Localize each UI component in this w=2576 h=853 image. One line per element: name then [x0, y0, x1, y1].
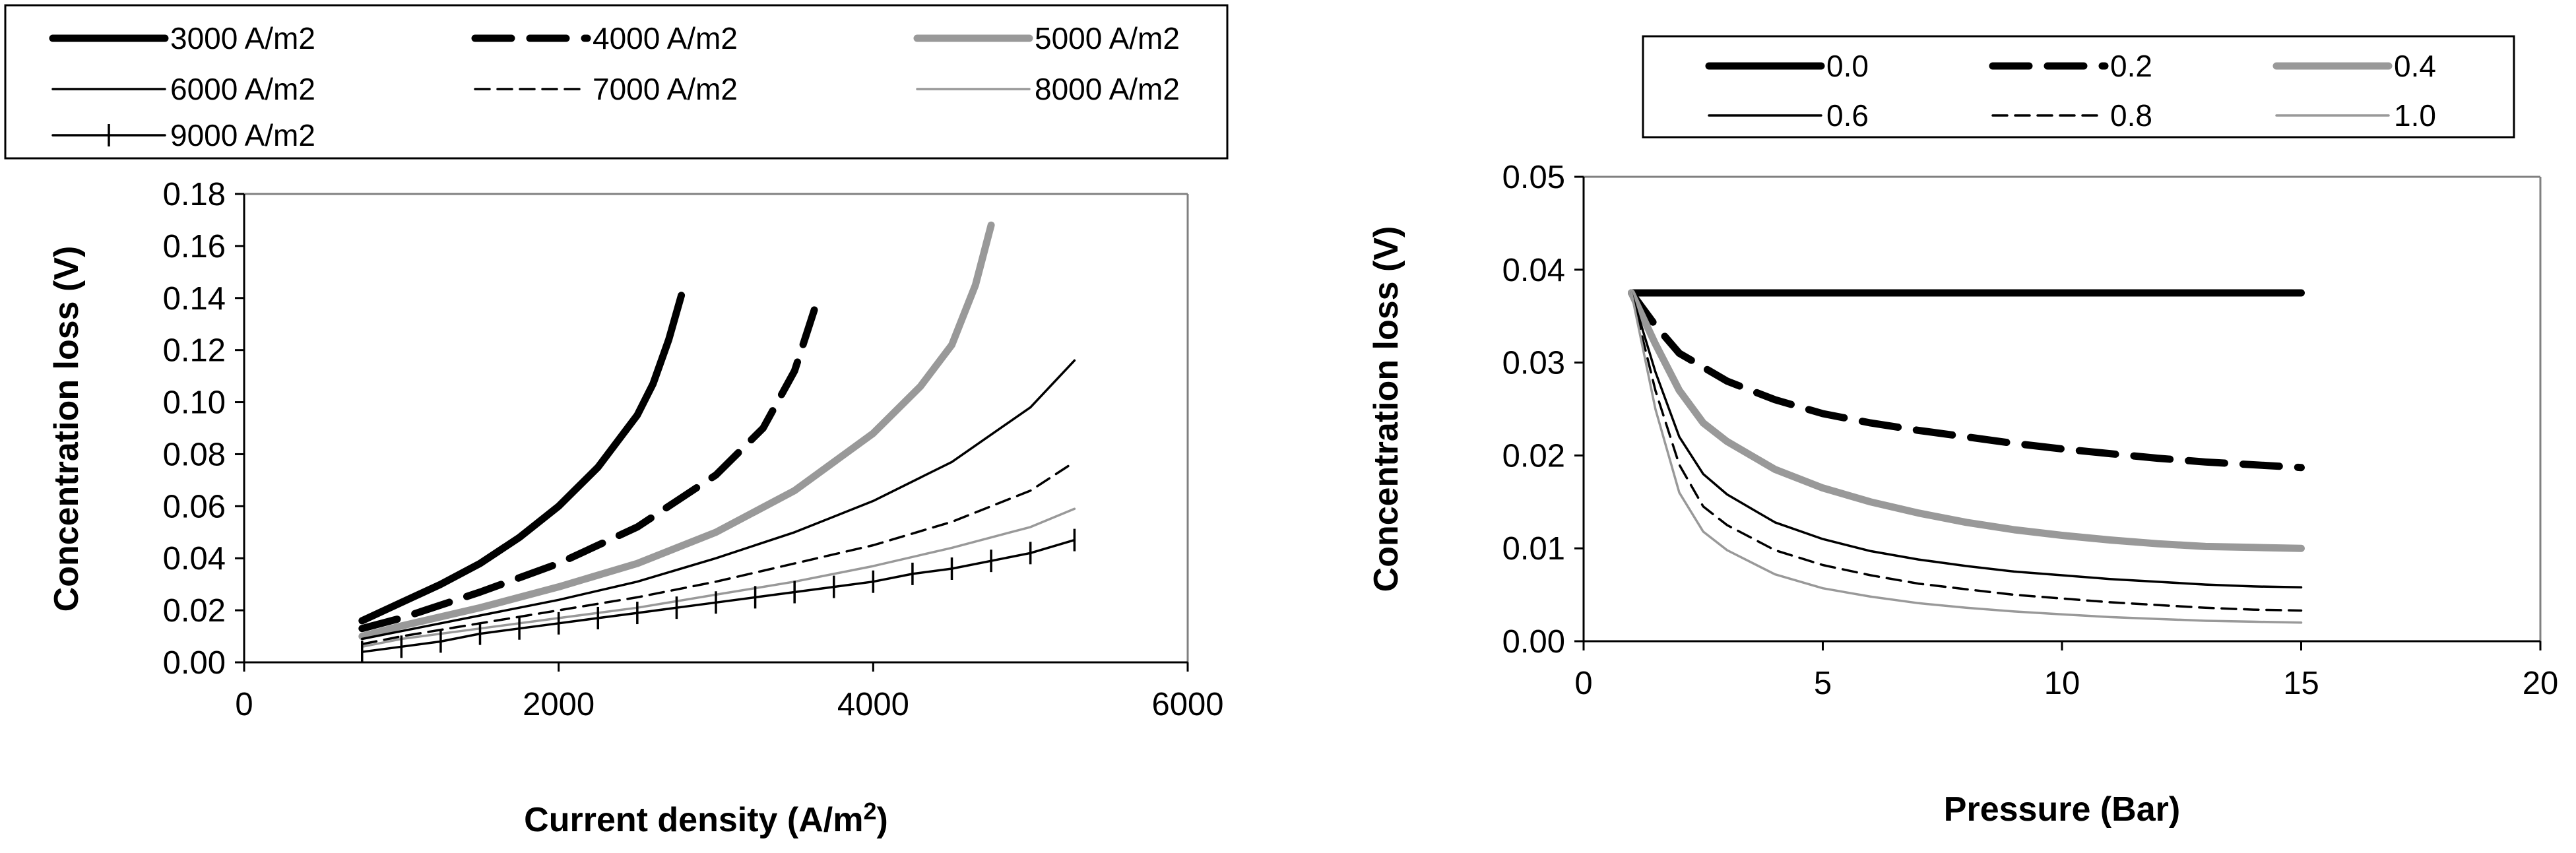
legend-left: 3000 A/m2 4000 A/m2 5000 A/m2 6000 A/m2 7000… [49, 21, 1180, 152]
y-tick-label: 0.04 [163, 541, 226, 577]
x-axis-title-right: Pressure (Bar) [1944, 790, 2180, 829]
legend-label: 7000 A/m2 [593, 72, 738, 106]
y-axis-title-right: Concentration loss (V) [1367, 226, 1405, 592]
legend-label: 5000 A/m2 [1035, 21, 1180, 55]
legend-label: 8000 A/m2 [1035, 72, 1180, 106]
x-tick-label: 0 [1574, 666, 1592, 701]
x-tick-label: 10 [2044, 666, 2080, 701]
legend-label: 9000 A/m2 [170, 118, 315, 152]
legend-label: 6000 A/m2 [170, 72, 315, 106]
x-tick-label: 5 [1814, 666, 1832, 701]
y-tick-label: 0.05 [1502, 160, 1565, 195]
x-tick-label: 20 [2523, 666, 2559, 701]
legend-label: 1.0 [2394, 98, 2436, 133]
y-tick-label: 0.18 [163, 177, 226, 212]
x-tick-label: 2000 [523, 687, 595, 722]
series-right [1628, 289, 2305, 624]
series-line-2 [358, 294, 822, 633]
series-line-6 [1630, 292, 2303, 624]
series-line-2 [1628, 289, 2305, 472]
legend-box-right [1642, 35, 2515, 139]
series-line-1 [358, 292, 686, 625]
ticks-right: 0.00 0.01 0.02 0.03 0.04 0.05 0 5 10 15 20 [1502, 160, 2559, 701]
y-tick-label: 0.02 [163, 593, 226, 629]
legend-label: 0.2 [2110, 49, 2152, 83]
y-tick-label: 0.02 [1502, 438, 1565, 474]
series-left [358, 221, 1076, 664]
y-axis-title-left: Concentration loss (V) [48, 246, 86, 612]
x-tick-label: 15 [2283, 666, 2319, 701]
y-tick-label: 0.10 [163, 385, 226, 421]
y-tick-label: 0.08 [163, 437, 226, 472]
chart-right: 0.0 0.2 0.40.6 0.8 1.0 0.000.010.020.030.040… [1367, 35, 2559, 829]
series-line-5 [361, 460, 1076, 646]
x-tick-label: 0 [235, 687, 253, 722]
y-tick-label: 0.01 [1502, 531, 1565, 567]
y-tick-label: 0.16 [163, 229, 226, 265]
legend-label: 0.8 [2110, 98, 2152, 133]
y-tick-label: 0.14 [163, 281, 226, 317]
y-tick-label: 0.00 [1502, 624, 1565, 660]
y-tick-label: 0.00 [163, 645, 226, 681]
ticks-left: 0.00 0.02 0.04 0.06 0.08 0.10 0.12 0.14 0.16 0.18… [163, 177, 1224, 722]
y-tick-label: 0.12 [163, 333, 226, 369]
y-tick-label: 0.04 [1502, 253, 1565, 288]
series-line-3 [1628, 289, 2305, 552]
legend-right: 0.0 0.2 0.4 0.6 0.8 1.0 [1705, 49, 2436, 133]
x-axis-title-left: Current density (A/m2) [524, 798, 888, 839]
legend-label: 4000 A/m2 [593, 21, 738, 55]
y-tick-label: 0.03 [1502, 346, 1565, 381]
series-line-5 [1630, 292, 2303, 612]
series-line-4 [1630, 292, 2303, 589]
series-line-3 [358, 221, 995, 641]
legend-label: 0.0 [1826, 49, 1869, 83]
legend-label: 3000 A/m2 [170, 21, 315, 55]
x-tick-label: 4000 [837, 687, 909, 722]
legend-label: 0.6 [1826, 98, 1869, 133]
series-line-4 [361, 359, 1076, 641]
legend-box-left [4, 4, 1229, 160]
y-tick-label: 0.06 [163, 489, 226, 524]
chart-left: 3000 A/m2 4000 A/m2 5000 A/m2 6000 A/m2 7000… [4, 4, 1229, 839]
legend-label: 0.4 [2394, 49, 2436, 83]
x-tick-label: 6000 [1151, 687, 1223, 722]
